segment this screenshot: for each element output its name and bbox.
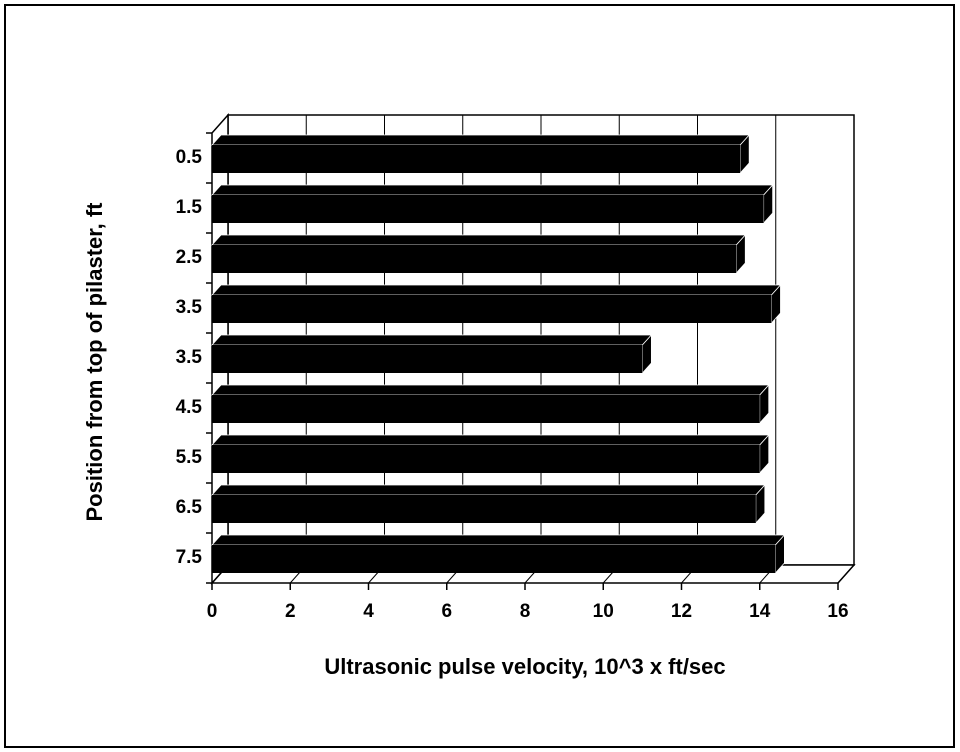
bar-top <box>211 134 751 146</box>
y-axis-label: Position from top of pilaster, ft <box>82 202 107 522</box>
x-tick-label: 10 <box>593 601 614 622</box>
bar-top <box>211 184 774 196</box>
x-tick-label: 16 <box>827 601 848 622</box>
bar-top <box>211 334 653 346</box>
bar <box>212 495 756 523</box>
y-tick-label: 0.5 <box>176 147 203 168</box>
y-tick-label: 6.5 <box>176 497 203 518</box>
bar <box>212 295 772 323</box>
y-tick-label: 5.5 <box>176 447 203 468</box>
x-tick-label: 6 <box>441 601 452 622</box>
bar <box>212 345 643 373</box>
bar <box>212 445 760 473</box>
bar-top <box>211 534 786 546</box>
y-tick-label: 7.5 <box>176 547 203 568</box>
bar <box>212 145 741 173</box>
bar <box>212 545 776 573</box>
y-tick-label: 1.5 <box>176 197 203 218</box>
bar <box>212 245 737 273</box>
x-tick-label: 0 <box>207 601 218 622</box>
x-tick-label: 14 <box>749 601 771 622</box>
y-tick-label: 3.5 <box>176 347 203 368</box>
x-tick-label: 8 <box>520 601 531 622</box>
frame <box>4 4 955 748</box>
bar-top <box>211 284 782 296</box>
bar-top <box>211 434 770 446</box>
bar <box>212 195 764 223</box>
y-tick-label: 3.5 <box>176 297 203 318</box>
y-tick-label: 2.5 <box>176 247 203 268</box>
bar-top <box>211 234 747 246</box>
floor-grid-line <box>837 564 855 584</box>
bar-top <box>211 384 770 396</box>
x-tick-label: 4 <box>363 601 374 622</box>
bar <box>212 395 760 423</box>
bar-top <box>211 484 766 496</box>
y-tick-label: 4.5 <box>176 397 203 418</box>
x-tick-label: 2 <box>285 601 296 622</box>
x-tick-label: 12 <box>671 601 692 622</box>
x-axis-label: Ultrasonic pulse velocity, 10^3 x ft/sec <box>324 654 725 679</box>
